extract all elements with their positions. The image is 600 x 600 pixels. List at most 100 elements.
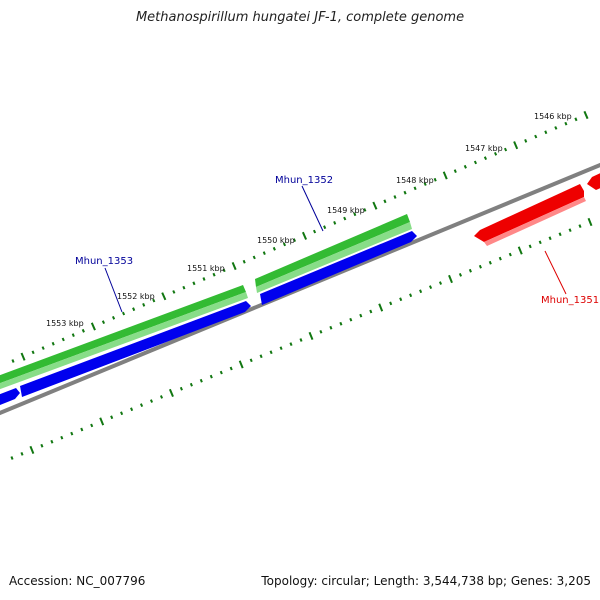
outer-tick-minor — [31, 350, 35, 355]
inner-tick-minor — [110, 415, 114, 420]
inner-tick-minor — [578, 224, 582, 228]
outer-tick-row — [11, 110, 589, 363]
outer-tick-minor — [192, 281, 196, 286]
inner-tick-minor — [528, 244, 532, 249]
outer-tick-minor — [353, 212, 357, 217]
accession-text: Accession: NC_007796 — [9, 574, 146, 588]
map-title: Methanospirillum hungatei JF-1, complete… — [135, 10, 465, 25]
gene-segment-left[interactable] — [0, 285, 246, 385]
outer-tick-minor — [393, 195, 397, 199]
outer-tick-minor — [323, 225, 327, 230]
outer-tick-minor — [534, 134, 538, 139]
inner-tick-minor — [120, 411, 124, 416]
gene-segment-left-shade — [0, 292, 248, 390]
outer-tick-minor — [433, 177, 437, 182]
inner-tick-minor — [568, 228, 572, 232]
outer-tick-minor — [363, 208, 367, 212]
outer-tick-major — [442, 171, 448, 180]
cds-arrow-far-left[interactable] — [0, 388, 20, 407]
inner-tick-major — [308, 331, 314, 340]
inner-tick-minor — [329, 325, 333, 330]
topology-summary: Topology: circular; Length: 3,544,738 bp… — [261, 574, 591, 588]
outer-tick-minor — [81, 328, 85, 333]
inner-tick-minor — [80, 427, 84, 432]
inner-tick-major — [99, 417, 105, 426]
inner-tick-minor — [20, 452, 24, 456]
callout-line-mhun-1353 — [104, 267, 123, 313]
inner-tick-minor — [349, 317, 353, 322]
inner-tick-minor — [159, 395, 164, 399]
cds-arrow-mhun-1351[interactable] — [474, 184, 584, 242]
inner-tick-minor — [279, 346, 283, 350]
cds-arrow-next[interactable] — [587, 171, 600, 190]
forward-cds-track — [0, 231, 417, 407]
inner-tick-minor — [60, 435, 64, 440]
inner-tick-minor — [229, 366, 233, 371]
scale-label-1553: 1553 kbp — [46, 319, 84, 328]
inner-tick-minor — [359, 313, 363, 318]
scale-label-1548: 1548 kbp — [396, 176, 434, 185]
inner-tick-minor — [558, 232, 562, 237]
outer-tick-minor — [272, 246, 276, 251]
inner-tick-minor — [538, 240, 542, 245]
inner-tick-minor — [139, 403, 144, 407]
outer-tick-major — [583, 110, 589, 120]
scale-label-1552: 1552 kbp — [117, 292, 155, 301]
outer-tick-minor — [383, 199, 387, 204]
outer-tick-minor — [61, 337, 65, 342]
gene-label-mhun-1353[interactable]: Mhun_1353 — [75, 256, 133, 267]
gene-segment-right[interactable] — [255, 214, 410, 287]
outer-tick-minor — [152, 298, 156, 303]
inner-tick-major — [517, 246, 523, 255]
inner-tick-minor — [399, 297, 403, 302]
outer-tick-minor — [473, 160, 478, 165]
outer-tick-minor — [182, 285, 186, 290]
inner-tick-major — [168, 388, 174, 397]
inner-tick-row — [10, 217, 593, 460]
cds-arrow-left[interactable] — [20, 301, 251, 397]
gene-label-mhun-1352[interactable]: Mhun_1352 — [275, 175, 333, 186]
outer-tick-minor — [212, 272, 216, 277]
inner-tick-major — [238, 360, 244, 369]
inner-tick-minor — [458, 273, 463, 277]
inner-tick-major — [448, 274, 453, 284]
inner-tick-minor — [389, 301, 393, 306]
outer-tick-minor — [463, 164, 467, 169]
cds-arrow-right[interactable] — [260, 231, 417, 305]
inner-tick-minor — [319, 330, 323, 334]
outer-tick-minor — [252, 255, 256, 260]
outer-tick-minor — [142, 303, 146, 307]
outer-tick-minor — [343, 216, 347, 221]
inner-tick-minor — [40, 443, 44, 448]
outer-tick-minor — [544, 130, 548, 135]
gene-callouts: Mhun_1352 Mhun_1353 Mhun_1351 — [75, 175, 599, 313]
outer-tick-minor — [564, 121, 568, 126]
inner-tick-major — [29, 445, 35, 454]
reverse-cds-track — [474, 171, 600, 246]
inner-tick-minor — [419, 289, 423, 294]
outer-tick-minor — [132, 307, 136, 312]
inner-tick-minor — [478, 264, 482, 269]
outer-tick-major — [372, 201, 378, 210]
inner-tick-minor — [409, 293, 413, 298]
outer-tick-major — [231, 262, 237, 271]
inner-tick-minor — [468, 268, 472, 273]
gene-label-mhun-1351[interactable]: Mhun_1351 — [541, 295, 599, 306]
inner-tick-minor — [209, 374, 213, 379]
outer-tick-minor — [71, 333, 75, 337]
outer-tick-minor — [493, 151, 498, 156]
inner-tick-minor — [488, 260, 492, 265]
outer-tick-minor — [111, 315, 116, 320]
outer-tick-minor — [292, 238, 297, 243]
outer-tick-major — [90, 322, 96, 331]
outer-tick-minor — [262, 251, 266, 255]
genome-backbone — [0, 162, 600, 416]
inner-tick-minor — [130, 407, 134, 412]
callout-line-mhun-1351 — [544, 250, 567, 295]
outer-tick-major — [513, 141, 519, 150]
outer-tick-minor — [524, 139, 528, 143]
inner-tick-minor — [289, 342, 293, 346]
inner-tick-minor — [179, 386, 183, 391]
outer-tick-minor — [403, 190, 407, 195]
